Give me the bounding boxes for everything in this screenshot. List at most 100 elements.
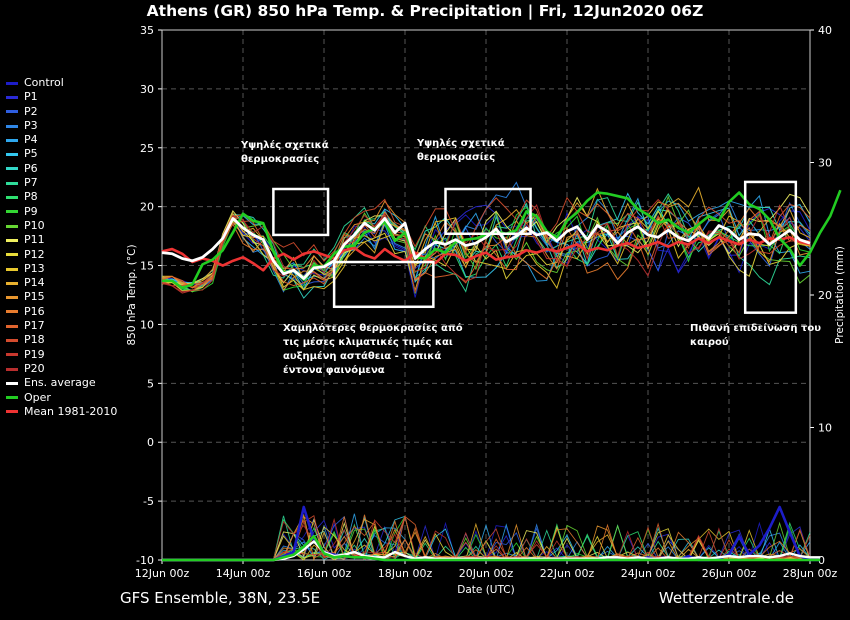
y-tick-label: 10: [140, 318, 154, 331]
brand-text: Wetterzentrale.de: [658, 589, 794, 607]
legend-item: P6: [6, 162, 117, 176]
legend-label: Oper: [24, 390, 51, 404]
x-tick-label: 28Jun 00z: [783, 567, 838, 580]
legend-swatch: [6, 310, 18, 314]
legend-item: P3: [6, 119, 117, 133]
legend-label: P1: [24, 90, 38, 104]
legend-swatch: [6, 396, 18, 400]
legend-label: P6: [24, 161, 38, 175]
legend-swatch: [6, 167, 18, 171]
annotation-box: [332, 260, 435, 309]
legend-swatch: [6, 281, 18, 285]
legend-item: P11: [6, 233, 117, 247]
legend-label: P19: [24, 347, 45, 361]
y2-tick-label: 0: [818, 554, 825, 567]
y-tick-label: 30: [140, 83, 154, 96]
legend-label: P18: [24, 333, 45, 347]
x-tick-label: 22Jun 00z: [540, 567, 595, 580]
y2-axis-label: Precipitation (mm): [834, 246, 846, 344]
y-tick-label: 20: [140, 201, 154, 214]
legend-label: P16: [24, 304, 45, 318]
legend-item: Oper: [6, 391, 117, 405]
y2-tick-label: 20: [818, 289, 832, 302]
legend-label: P17: [24, 319, 45, 333]
ensemble-member-line: [161, 204, 811, 293]
y-tick-label: 35: [140, 24, 154, 37]
legend-label: P5: [24, 147, 38, 161]
y-tick-label: -10: [136, 554, 154, 567]
y-tick-label: 25: [140, 142, 154, 155]
annotation-text: Υψηλές σχετικά: [416, 137, 505, 149]
x-tick-label: 26Jun 00z: [702, 567, 757, 580]
legend-item: P17: [6, 319, 117, 333]
x-tick-label: 24Jun 00z: [621, 567, 676, 580]
y-tick-label: 5: [147, 377, 154, 390]
legend-label: Mean 1981-2010: [24, 404, 118, 418]
legend-item: Ens. average: [6, 376, 117, 390]
x-axis-label: Date (UTC): [457, 584, 514, 596]
y2-tick-label: 10: [818, 422, 832, 435]
legend-label: P7: [24, 176, 38, 190]
legend-item: Control: [6, 76, 117, 90]
ensemble-member-line: [161, 196, 811, 287]
x-tick-label: 16Jun 00z: [297, 567, 352, 580]
y2-tick-label: 30: [818, 157, 832, 170]
legend-label: P3: [24, 118, 38, 132]
mean-1981-2010-line: [161, 235, 811, 272]
legend-swatch: [6, 381, 18, 385]
legend-label: P12: [24, 247, 45, 261]
model-info: GFS Ensemble, 38N, 23.5E: [120, 589, 321, 607]
legend-item: P8: [6, 190, 117, 204]
y-tick-label: -5: [143, 495, 154, 508]
annotation-text: Υψηλές σχετικά: [240, 139, 329, 151]
annotation-text: θερμοκρασίες: [417, 151, 495, 163]
legend-item: P1: [6, 90, 117, 104]
legend-item: P2: [6, 105, 117, 119]
legend: Control P1 P2 P3 P4 P5 P6 P7 P8 P9 P10 P11 P12 P13 P14…: [6, 76, 117, 419]
legend-item: Mean 1981-2010: [6, 405, 117, 419]
legend-item: P9: [6, 205, 117, 219]
legend-label: P14: [24, 276, 45, 290]
chart-title: Athens (GR) 850 hPa Temp. & Precipitatio…: [146, 2, 704, 20]
x-tick-label: 20Jun 00z: [459, 567, 514, 580]
legend-swatch: [6, 81, 18, 85]
legend-swatch: [6, 338, 18, 342]
annotation-text: τις μέσες κλιματικές τιμές και: [283, 336, 453, 348]
x-tick-label: 14Jun 00z: [216, 567, 271, 580]
legend-swatch: [6, 324, 18, 328]
legend-swatch: [6, 224, 18, 228]
legend-item: P4: [6, 133, 117, 147]
legend-swatch: [6, 196, 18, 200]
legend-item: P15: [6, 290, 117, 304]
legend-item: P16: [6, 305, 117, 319]
legend-label: P2: [24, 104, 38, 118]
legend-swatch: [6, 367, 18, 371]
legend-item: P10: [6, 219, 117, 233]
legend-label: P15: [24, 290, 45, 304]
x-tick-label: 12Jun 00z: [135, 567, 190, 580]
legend-swatch: [6, 124, 18, 128]
legend-swatch: [6, 153, 18, 157]
legend-swatch: [6, 267, 18, 271]
legend-label: P10: [24, 218, 45, 232]
legend-label: P13: [24, 261, 45, 275]
y-tick-label: 15: [140, 260, 154, 273]
y2-tick-label: 40: [818, 24, 832, 37]
legend-label: Ens. average: [24, 376, 96, 390]
legend-item: P13: [6, 262, 117, 276]
legend-item: P12: [6, 248, 117, 262]
ens-average-line: [161, 217, 811, 280]
legend-item: P20: [6, 362, 117, 376]
legend-swatch: [6, 110, 18, 114]
annotation-text: αυξημένη αστάθεια - τοπικά: [283, 350, 441, 362]
legend-item: P19: [6, 348, 117, 362]
x-tick-label: 18Jun 00z: [378, 567, 433, 580]
legend-swatch: [6, 181, 18, 185]
legend-swatch: [6, 238, 18, 242]
annotation-box: [743, 180, 798, 314]
legend-swatch: [6, 210, 18, 214]
legend-swatch: [6, 410, 18, 414]
legend-swatch: [6, 253, 18, 257]
annotation-text: έντονα φαινόμενα: [283, 364, 385, 376]
